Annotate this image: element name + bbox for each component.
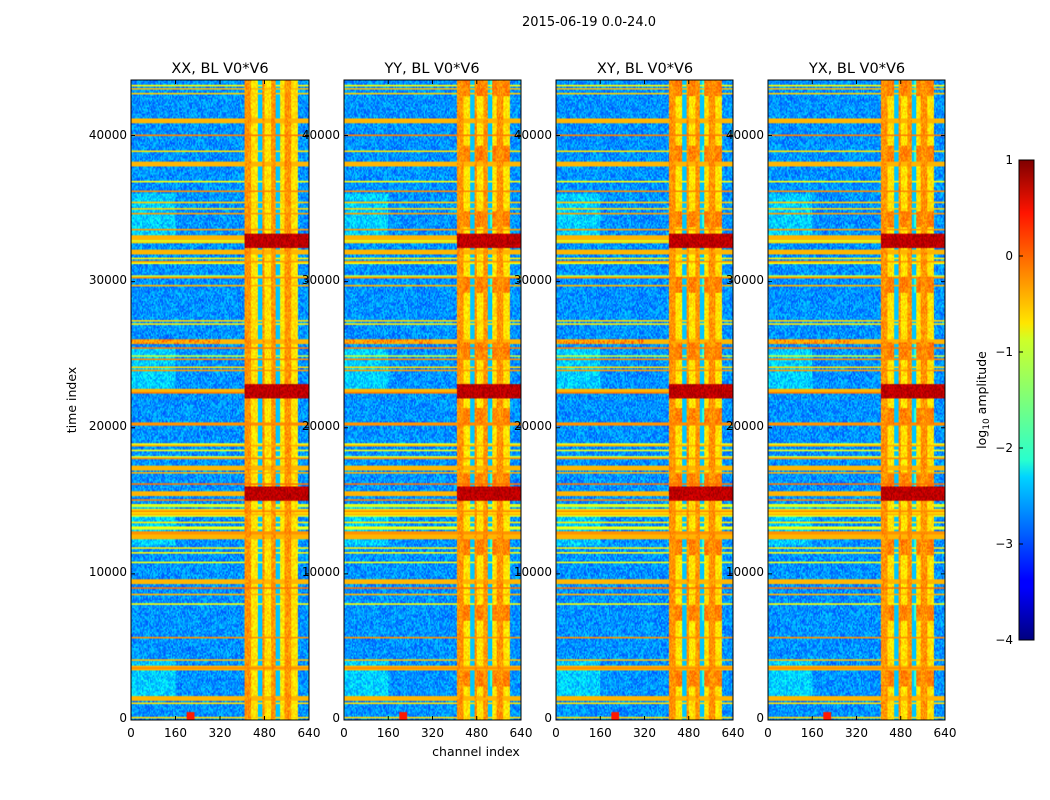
colorbar-tick-label: −4 — [995, 633, 1013, 647]
x-tick-label: 480 — [677, 726, 700, 740]
heatmap-image — [556, 80, 733, 720]
y-tick-label: 20000 — [89, 419, 127, 433]
figure-suptitle: 2015-06-19 0.0-24.0 — [522, 15, 656, 30]
x-tick-label: 160 — [377, 726, 400, 740]
y-tick-label: 10000 — [514, 565, 552, 579]
y-tick-label: 30000 — [89, 273, 127, 287]
x-tick-label: 640 — [298, 726, 321, 740]
y-tick-label: 30000 — [302, 273, 340, 287]
x-tick-label: 320 — [209, 726, 232, 740]
colorbar-tick-label: 0 — [1005, 249, 1013, 263]
y-tick-label: 20000 — [514, 419, 552, 433]
x-tick-label: 640 — [510, 726, 533, 740]
x-tick-label: 160 — [164, 726, 187, 740]
tick-marks — [130, 80, 310, 721]
x-tick-label: 160 — [589, 726, 612, 740]
y-tick-label: 40000 — [726, 128, 764, 142]
y-tick-label: 40000 — [302, 128, 340, 142]
y-tick-label: 20000 — [302, 419, 340, 433]
panel-title: XX, BL V0*V6 — [171, 61, 268, 77]
x-tick-label: 320 — [633, 726, 656, 740]
y-tick-label: 20000 — [726, 419, 764, 433]
panel-yx: YX, BL V0*V6 0 160 320 480 640 0 10000 2… — [726, 61, 957, 740]
colorbar-label: log10 amplitude — [974, 351, 992, 449]
y-tick-label: 0 — [332, 711, 340, 725]
panel-xx: XX, BL V0*V6 0 160 320 480 640 0 10000 2… — [89, 61, 321, 740]
colorbar-tick-label: −2 — [995, 441, 1013, 455]
y-tick-label: 10000 — [726, 565, 764, 579]
panel-title: YY, BL V0*V6 — [383, 61, 479, 77]
x-tick-label: 480 — [253, 726, 276, 740]
x-tick-label: 0 — [127, 726, 135, 740]
tick-marks — [343, 80, 522, 721]
tick-marks — [555, 80, 734, 721]
colorbar-tick-label: 1 — [1005, 153, 1013, 167]
x-tick-label: 0 — [764, 726, 772, 740]
x-tick-label: 640 — [934, 726, 957, 740]
y-tick-label: 10000 — [302, 565, 340, 579]
panel-title: XY, BL V0*V6 — [597, 61, 693, 77]
x-tick-label: 640 — [722, 726, 745, 740]
y-tick-label: 40000 — [89, 128, 127, 142]
x-tick-label: 0 — [552, 726, 560, 740]
colorbar: −4 −3 −2 −1 0 1 log10 amplitude — [974, 153, 1035, 647]
colorbar-tick-label: −3 — [995, 537, 1013, 551]
y-tick-label: 0 — [756, 711, 764, 725]
x-tick-label: 160 — [801, 726, 824, 740]
panel-xy: XY, BL V0*V6 0 160 320 480 640 0 10000 2… — [514, 61, 745, 740]
x-axis-label: channel index — [432, 744, 520, 759]
panel-yy: YY, BL V0*V6 0 160 320 480 640 0 10000 2… — [302, 61, 533, 740]
x-tick-label: 320 — [845, 726, 868, 740]
y-tick-label: 30000 — [726, 273, 764, 287]
y-tick-label: 40000 — [514, 128, 552, 142]
y-tick-label: 0 — [119, 711, 127, 725]
colorbar-gradient — [1018, 159, 1035, 641]
x-tick-label: 480 — [465, 726, 488, 740]
heatmap-image — [768, 80, 945, 720]
tick-marks — [767, 80, 946, 721]
x-tick-label: 480 — [889, 726, 912, 740]
x-tick-label: 320 — [421, 726, 444, 740]
panel-title: YX, BL V0*V6 — [808, 61, 905, 77]
y-tick-label: 0 — [544, 711, 552, 725]
heatmap-image — [344, 80, 521, 720]
colorbar-tick-label: −1 — [995, 345, 1013, 359]
x-tick-label: 0 — [340, 726, 348, 740]
heatmap-image — [131, 80, 309, 720]
y-tick-label: 10000 — [89, 565, 127, 579]
y-axis-label: time index — [64, 367, 79, 433]
y-tick-label: 30000 — [514, 273, 552, 287]
